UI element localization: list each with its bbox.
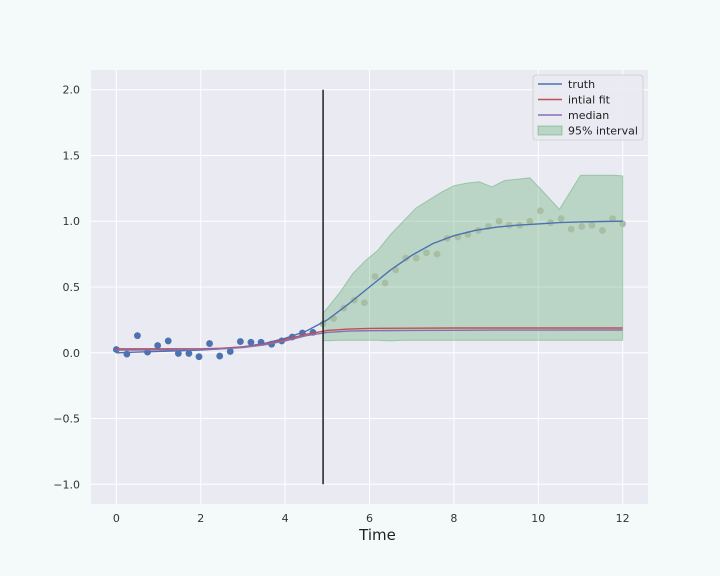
x-tick-label: 2 xyxy=(197,512,204,525)
y-tick-label: 1.5 xyxy=(63,149,81,162)
x-tick-label: 10 xyxy=(531,512,545,525)
forecast-point xyxy=(433,250,441,258)
forecast-point xyxy=(599,227,606,234)
forecast-point xyxy=(557,215,565,223)
x-tick-label: 6 xyxy=(366,512,373,525)
forecast-point xyxy=(371,273,379,280)
x-tick-label: 0 xyxy=(113,512,120,525)
forecast-point xyxy=(567,225,575,233)
observed-point xyxy=(134,332,141,340)
x-tick-label: 12 xyxy=(616,512,630,525)
series-lines xyxy=(116,220,623,354)
y-tick-label: 1.0 xyxy=(63,215,81,228)
observed-point xyxy=(206,340,213,347)
interval-layer xyxy=(322,174,624,342)
y-tick-label: −0.5 xyxy=(53,413,80,426)
forecast-point xyxy=(412,254,420,262)
x-tick-label: 4 xyxy=(282,512,289,525)
observed-point xyxy=(154,342,162,349)
y-tick-label: 0.5 xyxy=(63,281,81,294)
observed-point xyxy=(185,350,193,357)
series-line-median xyxy=(116,329,623,351)
interval-band xyxy=(322,174,624,342)
legend: truth intial fit median 95% interval xyxy=(532,74,644,141)
legend-swatch-interval xyxy=(537,125,563,136)
forecast-point xyxy=(505,221,513,229)
legend-label: median xyxy=(568,109,609,122)
observed-point xyxy=(236,338,244,345)
forecast-point xyxy=(526,217,534,225)
forecast-point xyxy=(381,279,389,287)
forecast-point xyxy=(619,220,627,228)
forecast-point xyxy=(588,221,596,229)
forecast-point xyxy=(361,299,368,307)
forecast-point xyxy=(609,215,616,223)
legend-label: intial fit xyxy=(568,94,611,107)
observed-point xyxy=(247,338,255,346)
forecast-point xyxy=(423,249,430,257)
y-tick-label: 0.0 xyxy=(63,347,81,360)
observed-point xyxy=(174,350,182,357)
x-tick-label: 8 xyxy=(450,512,457,525)
observed-point xyxy=(195,353,203,361)
y-tick-label: 2.0 xyxy=(63,84,81,97)
x-axis-label: Time xyxy=(358,526,396,544)
observed-point xyxy=(226,348,234,355)
legend-label: truth xyxy=(568,78,595,91)
legend-label: 95% interval xyxy=(568,125,638,138)
observed-point xyxy=(216,352,224,360)
forecast-point xyxy=(578,223,586,230)
forecast-point xyxy=(536,207,544,215)
tick-labels: 0 2 4 6 8 10 12 −1.0 −0.5 0.0 0.5 1.0 1.5 2.0 xyxy=(53,84,629,525)
observed-point xyxy=(164,337,172,345)
forecast-point xyxy=(495,217,503,225)
forecast-point xyxy=(402,254,410,262)
y-tick-label: −1.0 xyxy=(53,478,80,491)
legend-box xyxy=(532,74,644,141)
